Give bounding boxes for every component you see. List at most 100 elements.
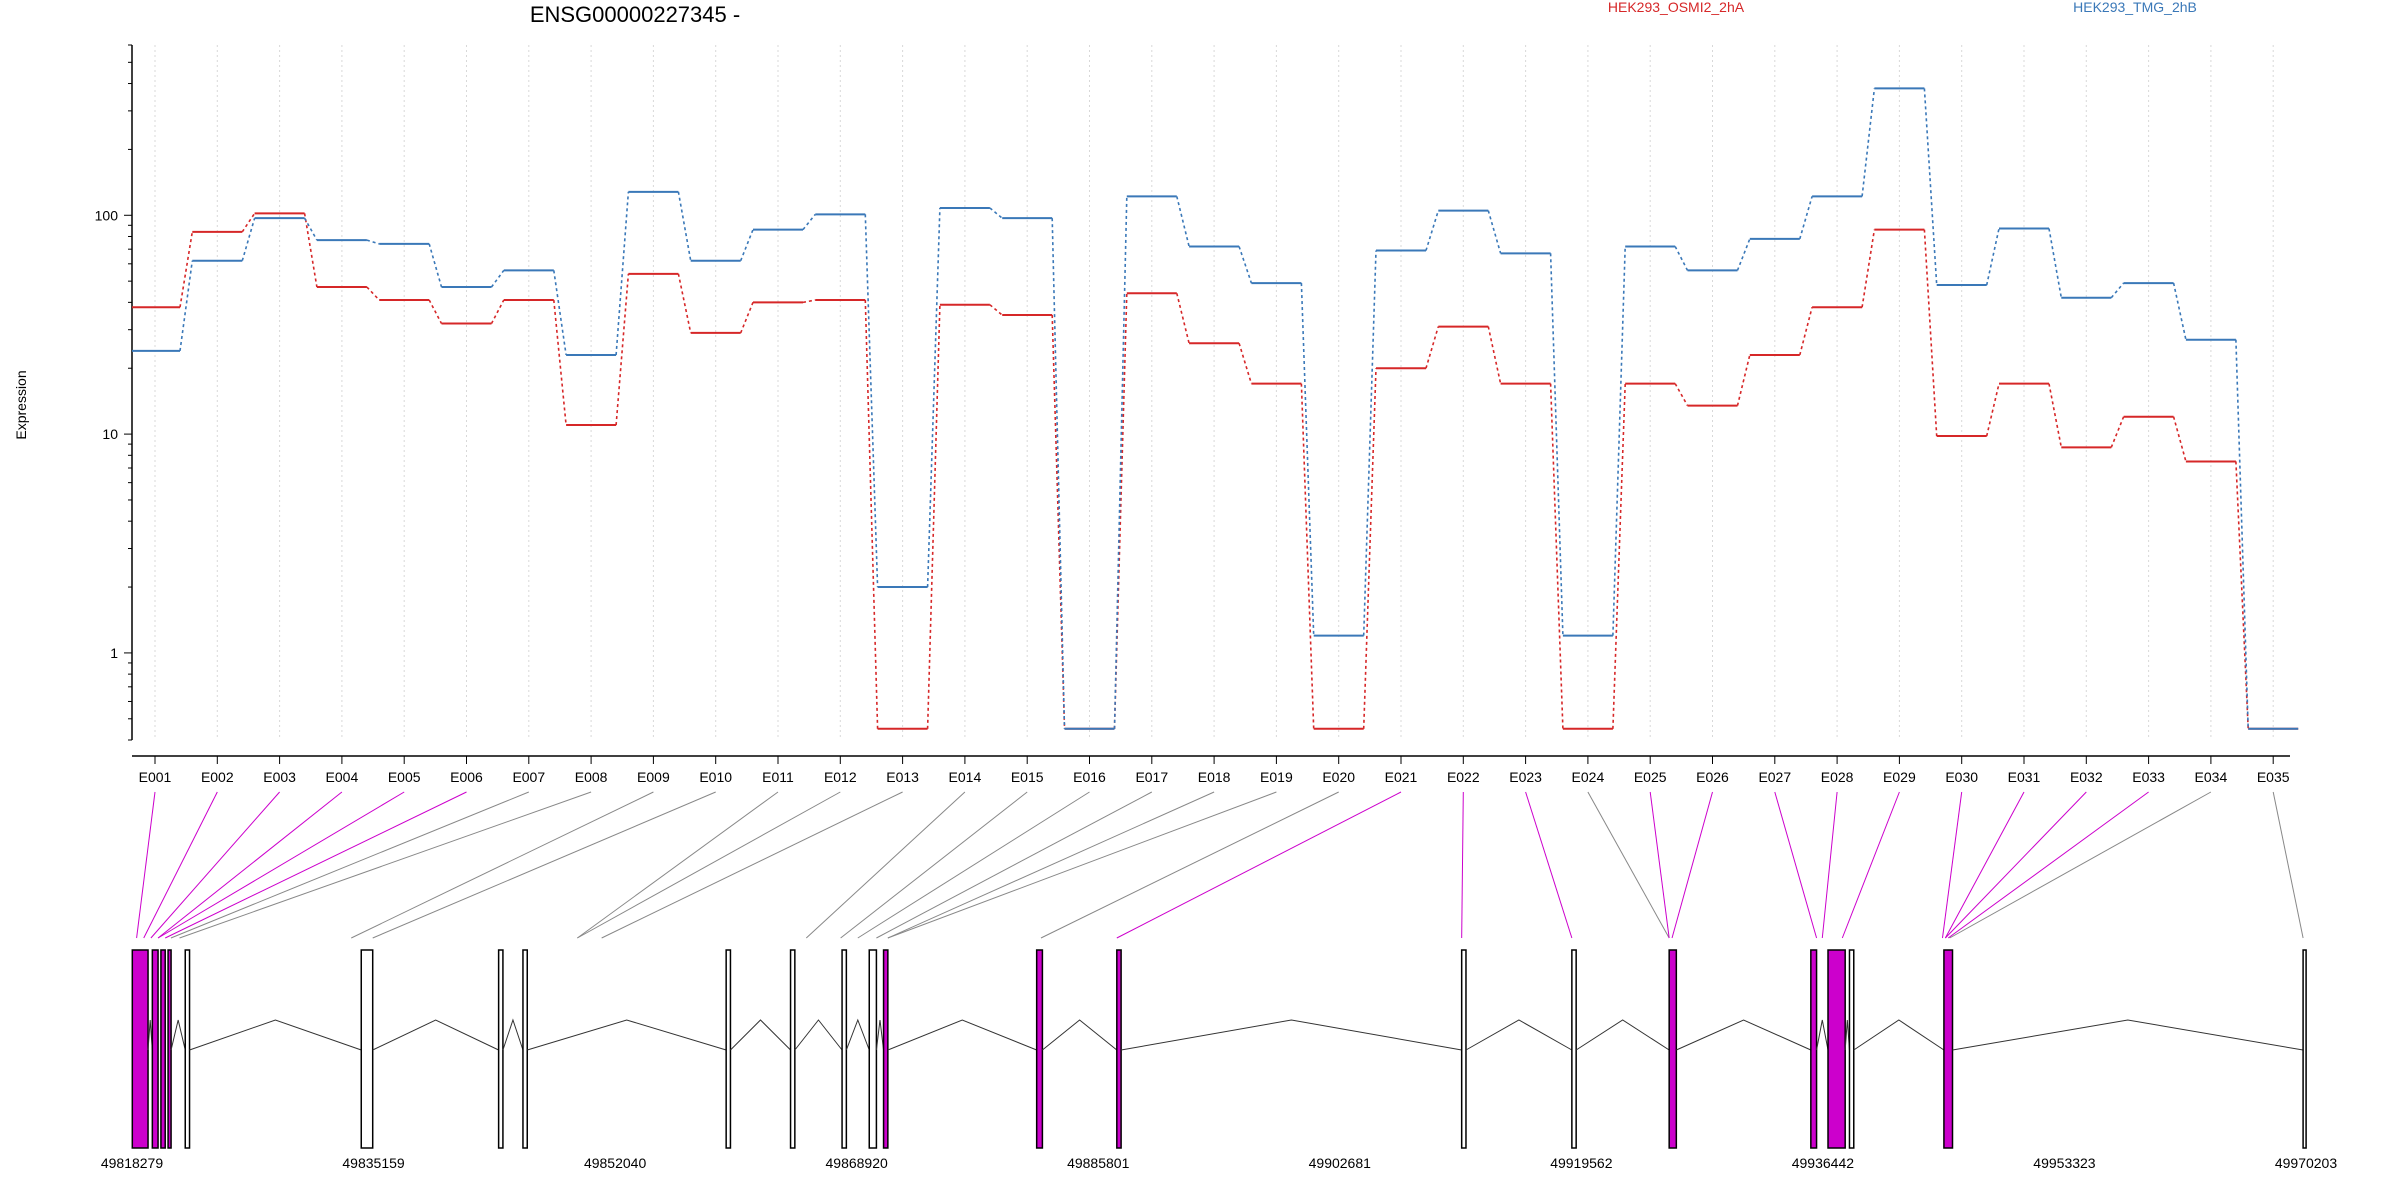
series-2-connector [1113, 196, 1128, 729]
y-tick-label: 1 [110, 645, 118, 661]
exon-connector [1821, 791, 1838, 939]
exon-connector [1774, 791, 1818, 939]
x-tick-label: E002 [201, 769, 234, 785]
exon-connector [1040, 791, 1339, 939]
exon-connector [857, 791, 1090, 939]
exon-connector [876, 791, 1153, 939]
x-tick-label: E019 [1260, 769, 1293, 785]
series-1-connector [1861, 229, 1876, 308]
exon-connector [1461, 791, 1464, 939]
series-2-connector [1549, 253, 1564, 636]
series-1-connector [490, 299, 505, 324]
intron-line [1465, 1019, 1573, 1051]
intron-line [372, 1019, 499, 1051]
exon-connector [601, 791, 903, 939]
series-2-connector [1674, 246, 1689, 271]
exon-box [725, 949, 732, 1149]
x-tick-label: E022 [1447, 769, 1480, 785]
x-tick-label: E020 [1322, 769, 1355, 785]
exon-connector [887, 791, 1215, 939]
exon-connector [1944, 791, 2087, 939]
x-tick-label: E018 [1198, 769, 1231, 785]
series-1-connector [1985, 383, 2000, 437]
series-2-connector [989, 207, 1003, 219]
x-tick-label: E017 [1135, 769, 1168, 785]
exon-box [497, 949, 504, 1149]
series-2-connector [1736, 238, 1751, 271]
x-tick-label: E003 [263, 769, 296, 785]
series-2-connector [802, 213, 816, 231]
exon-box [1668, 949, 1678, 1149]
exon-connector [577, 791, 841, 939]
x-tick-label: E007 [512, 769, 545, 785]
series-1-connector [303, 213, 318, 288]
x-tick-label: E023 [1509, 769, 1542, 785]
series-2-connector [1051, 218, 1066, 729]
series-1-connector [1300, 383, 1315, 729]
intron-line [875, 1019, 885, 1051]
series-1-connector [926, 304, 941, 729]
series-1-connector [241, 212, 256, 233]
series-2-connector [1238, 246, 1253, 284]
series-2-connector [739, 229, 754, 262]
y-tick-label: 10 [102, 426, 118, 442]
exon-box [882, 949, 889, 1149]
series-2 [132, 87, 2299, 730]
vertical-grid [154, 45, 2274, 740]
x-tick-label: E027 [1758, 769, 1791, 785]
genome-tick-label: 49835159 [342, 1155, 405, 1171]
y-tick-label: 100 [95, 207, 119, 223]
intron-line [887, 1019, 1037, 1051]
exon-connector [1841, 791, 1900, 939]
exon-box [167, 949, 172, 1149]
exon-box [151, 949, 159, 1149]
series-2-connector [615, 191, 630, 356]
x-tick-label: E010 [699, 769, 732, 785]
exon-box [1116, 949, 1122, 1149]
genome-tick-label: 49818279 [101, 1155, 164, 1171]
series-1-connector [1736, 354, 1751, 406]
x-tick-label: E025 [1634, 769, 1667, 785]
chart-title: ENSG00000227345 - [530, 2, 740, 27]
series-1-connector [1238, 343, 1253, 384]
exon-connector [2272, 791, 2304, 939]
series-2-connector [1612, 246, 1626, 636]
series-1-connector [802, 299, 816, 304]
x-tick-label: E008 [575, 769, 608, 785]
exon-box [841, 949, 848, 1149]
x-tick-label: E014 [949, 769, 982, 785]
intron-line [1121, 1019, 1462, 1051]
x-tick-label: E028 [1821, 769, 1854, 785]
exon-connector [1947, 791, 2149, 939]
series-2-connector [2110, 282, 2125, 299]
x-tick-label: E030 [1945, 769, 1978, 785]
y-axis-label: Expression [13, 370, 29, 439]
x-tick-label: E012 [824, 769, 857, 785]
series-1-connector [677, 273, 692, 334]
series-2-connector [1487, 210, 1502, 254]
x-tick-label: E001 [139, 769, 172, 785]
series-2-connector [1300, 283, 1315, 636]
x-tick-label: E035 [2257, 769, 2290, 785]
legend-label-series-1: HEK293_OSMI2_2hA [1608, 0, 1745, 15]
exon-box [360, 949, 374, 1149]
series-2-connector [2235, 339, 2249, 729]
genome-tick-label: 49852040 [584, 1155, 647, 1171]
series-2-connector [428, 243, 443, 288]
exon-box [868, 949, 878, 1149]
intron-line [1575, 1019, 1670, 1051]
series-2-connector [366, 239, 380, 245]
series-1-connector [2048, 383, 2063, 448]
exon-connector [1941, 791, 1963, 939]
exon-box [160, 949, 166, 1149]
series-1-connector [366, 286, 380, 301]
series-2-connector [1861, 88, 1876, 197]
genome-axis-ticks: 49818279 49835159 49852040 49868920 49885801… [101, 1155, 2338, 1171]
exon-box [1810, 949, 1818, 1149]
series-2-connector [2048, 228, 2063, 298]
series-2-connector [303, 217, 318, 241]
series-1-connector [1113, 293, 1128, 729]
series-lines [132, 87, 2299, 730]
exon-box [1571, 949, 1577, 1149]
x-tick-label: E031 [2008, 769, 2041, 785]
